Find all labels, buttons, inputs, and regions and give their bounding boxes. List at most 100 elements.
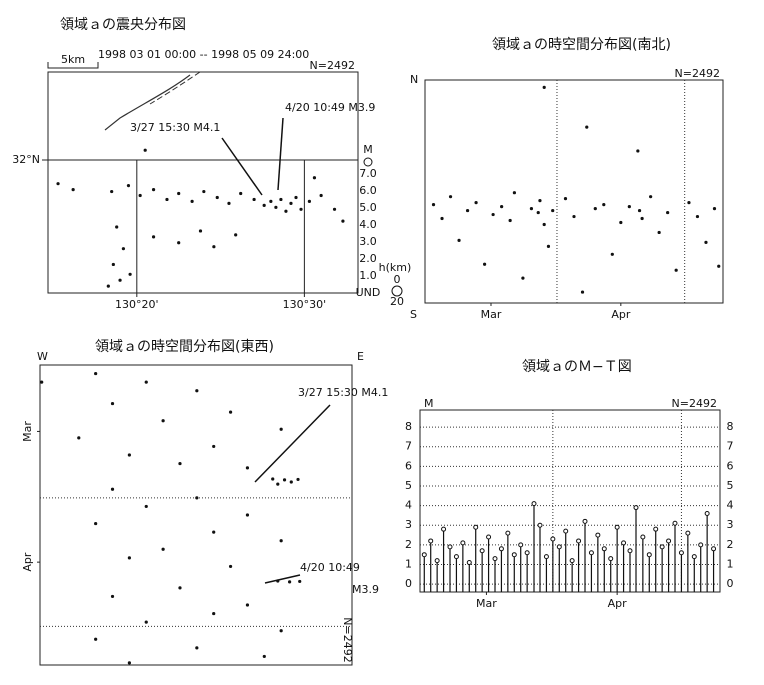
stem-head xyxy=(608,556,614,562)
y-tick-label: Apr xyxy=(21,552,34,572)
point xyxy=(212,444,216,449)
stem-head xyxy=(666,538,672,544)
stem-head xyxy=(447,544,453,550)
stem-head xyxy=(531,501,537,507)
stem-head xyxy=(518,542,524,548)
point xyxy=(299,207,303,211)
annotation-leader xyxy=(254,404,331,483)
point xyxy=(178,461,182,466)
y-tick-label: 32°N xyxy=(12,153,40,166)
point xyxy=(332,207,337,211)
stem-head xyxy=(524,550,530,556)
point xyxy=(636,149,640,153)
stem-head xyxy=(653,526,659,532)
point xyxy=(276,482,280,486)
y-tick-label-right: 3 xyxy=(727,518,734,531)
annotation: 3/27 15:30 M4.1 xyxy=(298,386,388,399)
point xyxy=(94,371,98,376)
point xyxy=(94,637,98,641)
point xyxy=(542,85,546,89)
point xyxy=(572,214,576,219)
y-tick-label: 6 xyxy=(405,459,412,472)
point xyxy=(282,478,287,482)
plot-frame xyxy=(39,364,353,666)
point xyxy=(298,579,302,584)
stem-head xyxy=(441,526,447,532)
stem-head xyxy=(633,505,639,511)
stem-head xyxy=(466,560,472,566)
stem-head xyxy=(595,532,601,538)
chart-title: 領域ａの時空間分布図(東西) xyxy=(95,338,274,355)
point xyxy=(138,193,142,198)
stem-head xyxy=(576,538,582,544)
point xyxy=(657,230,661,235)
point xyxy=(128,272,132,276)
legend-label: 4.0 xyxy=(359,218,377,231)
point xyxy=(666,210,670,215)
y-tick-label: 3 xyxy=(405,518,412,531)
stem-head xyxy=(537,522,543,528)
y-tick-label: 8 xyxy=(405,420,412,433)
point xyxy=(161,547,165,551)
stem-head xyxy=(601,546,607,552)
stem-head xyxy=(711,546,717,552)
point xyxy=(40,380,44,384)
point xyxy=(212,245,216,249)
y-tick-label: 1 xyxy=(405,558,412,571)
stem-head xyxy=(646,552,652,558)
point xyxy=(279,197,283,202)
stem-head xyxy=(505,530,511,536)
point xyxy=(252,197,256,202)
point xyxy=(262,654,266,659)
point xyxy=(319,193,323,198)
legend-label: 6.0 xyxy=(359,184,377,197)
stem-head xyxy=(543,554,549,560)
coastline xyxy=(149,71,201,105)
stem-head xyxy=(640,534,646,540)
point xyxy=(121,247,126,251)
point xyxy=(457,238,461,242)
y-tick-label-right: 4 xyxy=(727,499,734,512)
point xyxy=(440,216,444,221)
stem-head xyxy=(486,534,492,540)
point xyxy=(106,284,110,288)
y-tick-label-right: 8 xyxy=(727,420,734,433)
axis-end-label: S xyxy=(410,308,417,321)
point xyxy=(239,191,243,196)
stem-head xyxy=(691,554,697,560)
annotation: M3.9 xyxy=(352,583,379,596)
point xyxy=(341,219,345,223)
point xyxy=(143,148,147,152)
point xyxy=(674,268,678,272)
point xyxy=(111,262,115,267)
point xyxy=(110,401,115,406)
stem-head xyxy=(659,544,665,550)
point xyxy=(202,189,206,194)
point xyxy=(115,225,119,229)
scale-label: 5km xyxy=(61,53,85,66)
point xyxy=(227,201,231,205)
point xyxy=(284,209,288,213)
point xyxy=(262,203,266,207)
point xyxy=(77,436,81,440)
point xyxy=(110,487,115,491)
point xyxy=(288,580,292,584)
y-tick-label: 7 xyxy=(405,440,412,453)
stem-head xyxy=(621,540,627,546)
point xyxy=(279,427,283,431)
axis-end-label: E xyxy=(357,350,364,363)
point xyxy=(546,244,551,248)
point xyxy=(127,661,131,665)
y-tick-label: Mar xyxy=(21,421,34,442)
legend-label: 7.0 xyxy=(359,167,377,180)
stem-head xyxy=(582,518,588,524)
point xyxy=(529,206,534,211)
plot-frame xyxy=(47,71,359,294)
stem-head xyxy=(588,550,594,556)
axis-end-label: W xyxy=(37,350,48,363)
point xyxy=(271,477,275,481)
stem-head xyxy=(678,550,684,556)
stem-head xyxy=(460,540,466,546)
subtitle: 1998 03 01 00:00 -- 1998 05 09 24:00 xyxy=(98,48,309,61)
